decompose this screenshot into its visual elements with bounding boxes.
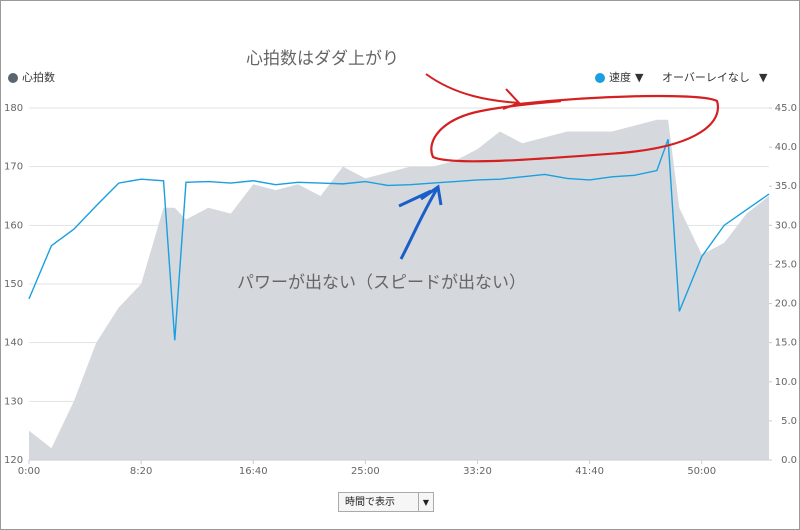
y2-tick-label: 10.0 [775,377,797,388]
blue-stroke [398,189,432,208]
view-select[interactable]: 時間で表示 ▼ [338,492,434,512]
x-tick-label: 0:00 [18,466,40,477]
legend-label: 速度 [609,70,631,84]
y-tick-label: 120 [4,455,23,466]
y-tick-label: 160 [4,220,23,231]
y2-tick-label: 20.0 [775,299,797,310]
y2-tick-label: 15.0 [775,338,797,349]
legend-label: 心拍数 [22,70,55,84]
y2-tick-label: 5.0 [781,416,797,427]
y-tick-label: 130 [4,396,23,407]
legend-caret: ▼ [635,71,644,84]
y-tick-label: 180 [4,103,23,114]
annotation: 心拍数はダダ上がり [246,49,399,69]
blue-arrow [399,184,443,260]
area [29,119,769,460]
legend-marker [595,73,605,83]
x-tick-label: 8:20 [130,466,152,477]
x-tick-label: 41:40 [575,466,604,477]
y-tick-label: 150 [4,279,23,290]
legend-marker [8,73,18,83]
annotation: パワーが出ない（スピードが出ない） [237,273,526,293]
red-arrow [425,73,521,110]
x-tick-label: 25:00 [351,466,380,477]
red-ellipse [430,94,719,163]
select-label: 時間で表示 [345,497,395,508]
overlay-caret: ▼ [759,71,768,84]
y-tick-label: 170 [4,162,23,173]
x-tick-label: 50:00 [687,466,716,477]
x-tick-label: 33:20 [463,466,492,477]
line [28,139,770,341]
y2-tick-label: 25.0 [775,259,797,270]
x-tick-label: 16:40 [239,466,268,477]
overlay-menu[interactable]: オーバーレイなし [662,71,750,84]
y2-tick-label: 45.0 [775,103,797,114]
y2-tick-label: 30.0 [775,220,797,231]
y2-tick-label: 40.0 [775,142,797,153]
select-caret[interactable]: ▼ [418,493,433,511]
y2-tick-label: 35.0 [775,181,797,192]
y2-tick-label: 0.0 [781,455,797,466]
y-tick-label: 140 [4,338,23,349]
